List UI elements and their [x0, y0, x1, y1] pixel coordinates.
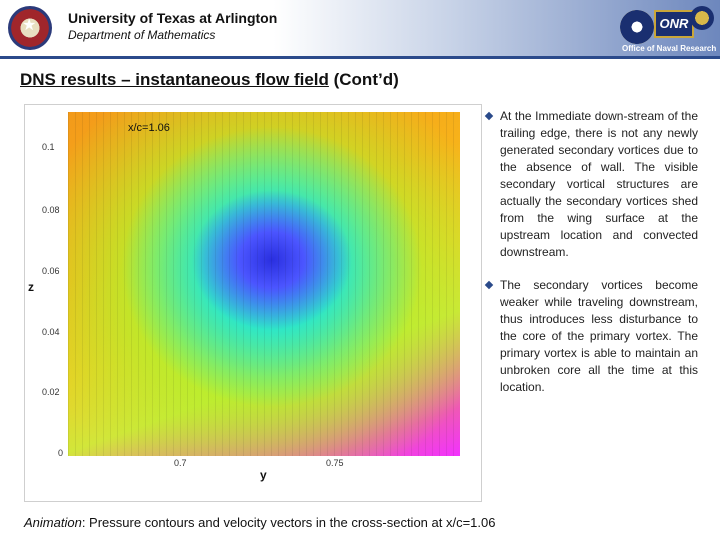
- bullet-text: The secondary vortices become weaker whi…: [500, 278, 698, 394]
- diamond-bullet-icon: [484, 111, 494, 121]
- bullet-item: At the Immediate down-stream of the trai…: [484, 108, 698, 261]
- slide-title-suffix: (Cont’d): [328, 70, 399, 89]
- uta-seal-logo: ★: [8, 6, 52, 50]
- y-axis-label: y: [260, 468, 267, 482]
- bullet-text: At the Immediate down-stream of the trai…: [500, 109, 698, 259]
- y-tick: 0: [58, 448, 64, 458]
- slide-title-main: DNS results – instantaneous flow field: [20, 70, 329, 89]
- plot-location-label: x/c=1.06: [128, 122, 170, 134]
- university-name: University of Texas at Arlington: [68, 10, 278, 26]
- bullet-list: At the Immediate down-stream of the trai…: [484, 108, 698, 396]
- x-tick: 0.75: [326, 458, 344, 468]
- onr-logo: ONR: [654, 10, 694, 38]
- navy-seal-logo: [620, 10, 654, 44]
- pressure-contour-plot[interactable]: x/c=1.06: [68, 112, 460, 456]
- slide-header: [0, 0, 720, 56]
- x-tick: 0.7: [174, 458, 187, 468]
- bullet-item: The secondary vortices become weaker whi…: [484, 277, 698, 396]
- diamond-bullet-icon: [484, 280, 494, 290]
- onr-caption: Office of Naval Research: [622, 44, 717, 53]
- onr-emblem-logo: [690, 6, 714, 30]
- y-tick: 0.1: [42, 142, 55, 152]
- department-name: Department of Mathematics: [68, 28, 216, 42]
- header-divider: [0, 56, 720, 59]
- caption-lead: Animation: [24, 515, 82, 530]
- y-tick: 0.02: [42, 387, 60, 397]
- y-tick: 0.04: [42, 327, 60, 337]
- y-tick: 0.08: [42, 205, 60, 215]
- caption-text: : Pressure contours and velocity vectors…: [81, 515, 496, 530]
- velocity-vectors: [68, 112, 460, 456]
- star-icon: ★: [22, 17, 37, 34]
- z-axis-label: z: [28, 280, 34, 294]
- slide-title: DNS results – instantaneous flow field (…: [20, 70, 399, 90]
- animation-caption: Animation: Pressure contours and velocit…: [24, 515, 495, 530]
- y-tick: 0.06: [42, 266, 60, 276]
